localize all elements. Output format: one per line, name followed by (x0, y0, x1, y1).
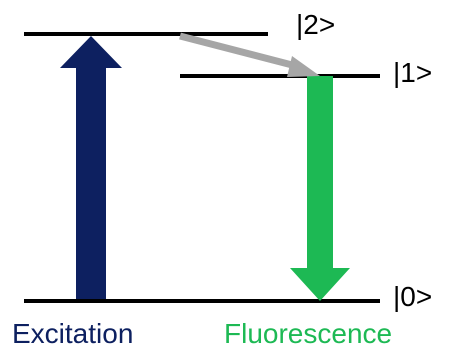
excitation-arrow (60, 36, 122, 299)
excitation-label: Excitation (12, 318, 133, 349)
relaxation-arrow-head (287, 56, 320, 77)
relaxation-arrow-shaft (179, 32, 297, 70)
fluorescence-arrow (290, 76, 350, 301)
level-1-label: |1> (393, 57, 432, 88)
level-2-label: |2> (296, 9, 335, 40)
level-0-label: |0> (393, 281, 432, 312)
fluorescence-label: Fluorescence (224, 318, 392, 349)
